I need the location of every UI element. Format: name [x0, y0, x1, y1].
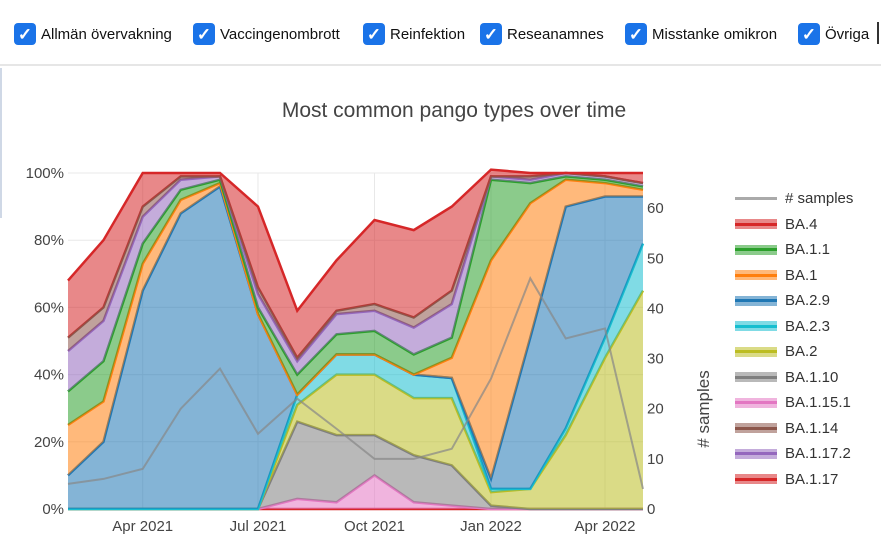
- area-BA.1: [68, 179, 643, 479]
- legend-label: BA.1.14: [785, 419, 839, 437]
- samples-line: [67, 276, 644, 490]
- filter-bar: ✓ Allmän övervakning ✓ Vaccingenombrott …: [0, 0, 881, 66]
- x-tick-label: Jan 2022: [460, 518, 522, 535]
- filter-vaccingenombrott[interactable]: ✓ Vaccingenombrott: [193, 22, 340, 46]
- y-axis-ticks: 0% 20% 40% 60% 80% 100%: [26, 165, 64, 518]
- line-BA.4: [67, 168, 643, 314]
- legend-item[interactable]: BA.2.3: [735, 314, 881, 340]
- legend-item[interactable]: BA.1.17: [735, 467, 881, 493]
- x-tick-label: Apr 2022: [575, 518, 636, 535]
- filter-label: Vaccingenombrott: [220, 25, 340, 43]
- legend-label: BA.2.3: [785, 317, 831, 335]
- x-axis-ticks: Apr 2021 Jul 2021 Oct 2021 Jan 2022 Apr 2022: [112, 518, 635, 535]
- legend-swatch: [735, 397, 777, 408]
- legend-item[interactable]: BA.1.10: [735, 365, 881, 391]
- filter-label: Allmän övervakning: [41, 25, 172, 43]
- y2-tick-label: 40: [647, 300, 664, 317]
- checkbox-checked-icon[interactable]: ✓: [798, 23, 820, 45]
- checkbox-checked-icon[interactable]: ✓: [193, 23, 215, 45]
- y-tick-label: 20%: [34, 434, 64, 451]
- x-tick-label: Jul 2021: [230, 518, 287, 535]
- area-BA.1.1: [68, 176, 643, 425]
- area-BA.1.10: [68, 421, 643, 509]
- checkbox-checked-icon[interactable]: ✓: [625, 23, 647, 45]
- chart-title: Most common pango types over time: [282, 99, 626, 122]
- y2-tick-label: 0: [647, 501, 655, 518]
- legend-swatch: [735, 270, 777, 281]
- legend-swatch: [735, 448, 777, 459]
- legend-label: BA.1.10: [785, 368, 839, 386]
- filter-label: Reinfektion: [390, 25, 466, 43]
- checkbox-checked-icon[interactable]: ✓: [480, 23, 502, 45]
- legend-item[interactable]: BA.1.17.2: [735, 441, 881, 467]
- legend-item[interactable]: BA.1.14: [735, 416, 881, 442]
- legend-label: # samples: [785, 190, 854, 208]
- x-tick-label: Apr 2021: [112, 518, 173, 535]
- legend-item[interactable]: BA.2.9: [735, 288, 881, 314]
- checkbox-checked-icon[interactable]: ✓: [14, 23, 36, 45]
- legend-swatch: [735, 474, 777, 485]
- stacked-areas: [67, 168, 645, 511]
- filter-reseanamnes[interactable]: ✓ Reseanamnes: [480, 22, 604, 46]
- y-tick-label: 100%: [26, 165, 64, 182]
- y2-tick-label: 10: [647, 451, 664, 468]
- legend-swatch: [735, 194, 777, 204]
- legend-label: BA.1.17: [785, 470, 839, 488]
- y-tick-label: 0%: [42, 501, 64, 518]
- legend-swatch: [735, 372, 777, 383]
- legend-label: BA.2: [785, 343, 818, 361]
- filter-misstanke-omikron[interactable]: ✓ Misstanke omikron: [625, 22, 777, 46]
- legend-swatch: [735, 346, 777, 357]
- legend-item[interactable]: BA.1.15.1: [735, 390, 881, 416]
- y2-tick-label: 50: [647, 250, 664, 267]
- y-tick-label: 60%: [34, 299, 64, 316]
- legend-label: BA.1.1: [785, 241, 831, 259]
- legend-label: BA.1.17.2: [785, 445, 851, 463]
- legend-item[interactable]: BA.1: [735, 263, 881, 289]
- filter-bar-divider: [877, 22, 879, 44]
- legend-label: BA.4: [785, 215, 818, 233]
- legend-swatch: [735, 321, 777, 332]
- legend-label: BA.1.15.1: [785, 394, 851, 412]
- area-BA.4: [68, 169, 643, 358]
- legend-item[interactable]: BA.1.1: [735, 237, 881, 263]
- checkbox-checked-icon[interactable]: ✓: [363, 23, 385, 45]
- area-BA.2.9: [68, 186, 643, 509]
- legend-item[interactable]: BA.4: [735, 212, 881, 238]
- chart-legend: # samples BA.4 BA.1.1 BA.1 BA.2.9 BA.2.3 BA.2 B…: [735, 186, 881, 512]
- legend-label: BA.1: [785, 266, 818, 284]
- side-scroll-edge: [0, 68, 2, 218]
- legend-item[interactable]: # samples: [735, 186, 881, 212]
- y2-axis-label: # samples: [694, 370, 713, 447]
- filter-label: Reseanamnes: [507, 25, 604, 43]
- pango-types-chart: Most common pango types over time 0% 20% 4…: [26, 99, 713, 535]
- area-BA.2: [68, 290, 643, 509]
- y2-axis-ticks: 0 10 20 30 40 50 60: [647, 200, 664, 518]
- y2-tick-label: 20: [647, 401, 664, 418]
- filter-ovriga[interactable]: ✓ Övriga: [798, 22, 869, 46]
- legend-swatch: [735, 423, 777, 434]
- area-BA.1.15.1: [68, 475, 643, 509]
- y-tick-label: 80%: [34, 232, 64, 249]
- legend-swatch: [735, 244, 777, 255]
- y-tick-label: 40%: [34, 367, 64, 384]
- y2-tick-label: 30: [647, 351, 664, 368]
- filter-allman-overvakning[interactable]: ✓ Allmän övervakning: [14, 22, 172, 46]
- y2-tick-label: 60: [647, 200, 664, 217]
- samples-line-path: [67, 276, 644, 490]
- filter-reinfektion[interactable]: ✓ Reinfektion: [363, 22, 465, 46]
- legend-swatch: [735, 295, 777, 306]
- legend-item[interactable]: BA.2: [735, 339, 881, 365]
- x-tick-label: Oct 2021: [344, 518, 405, 535]
- filter-label: Övriga: [825, 25, 870, 43]
- legend-swatch: [735, 219, 777, 230]
- filter-label: Misstanke omikron: [652, 25, 778, 43]
- legend-label: BA.2.9: [785, 292, 831, 310]
